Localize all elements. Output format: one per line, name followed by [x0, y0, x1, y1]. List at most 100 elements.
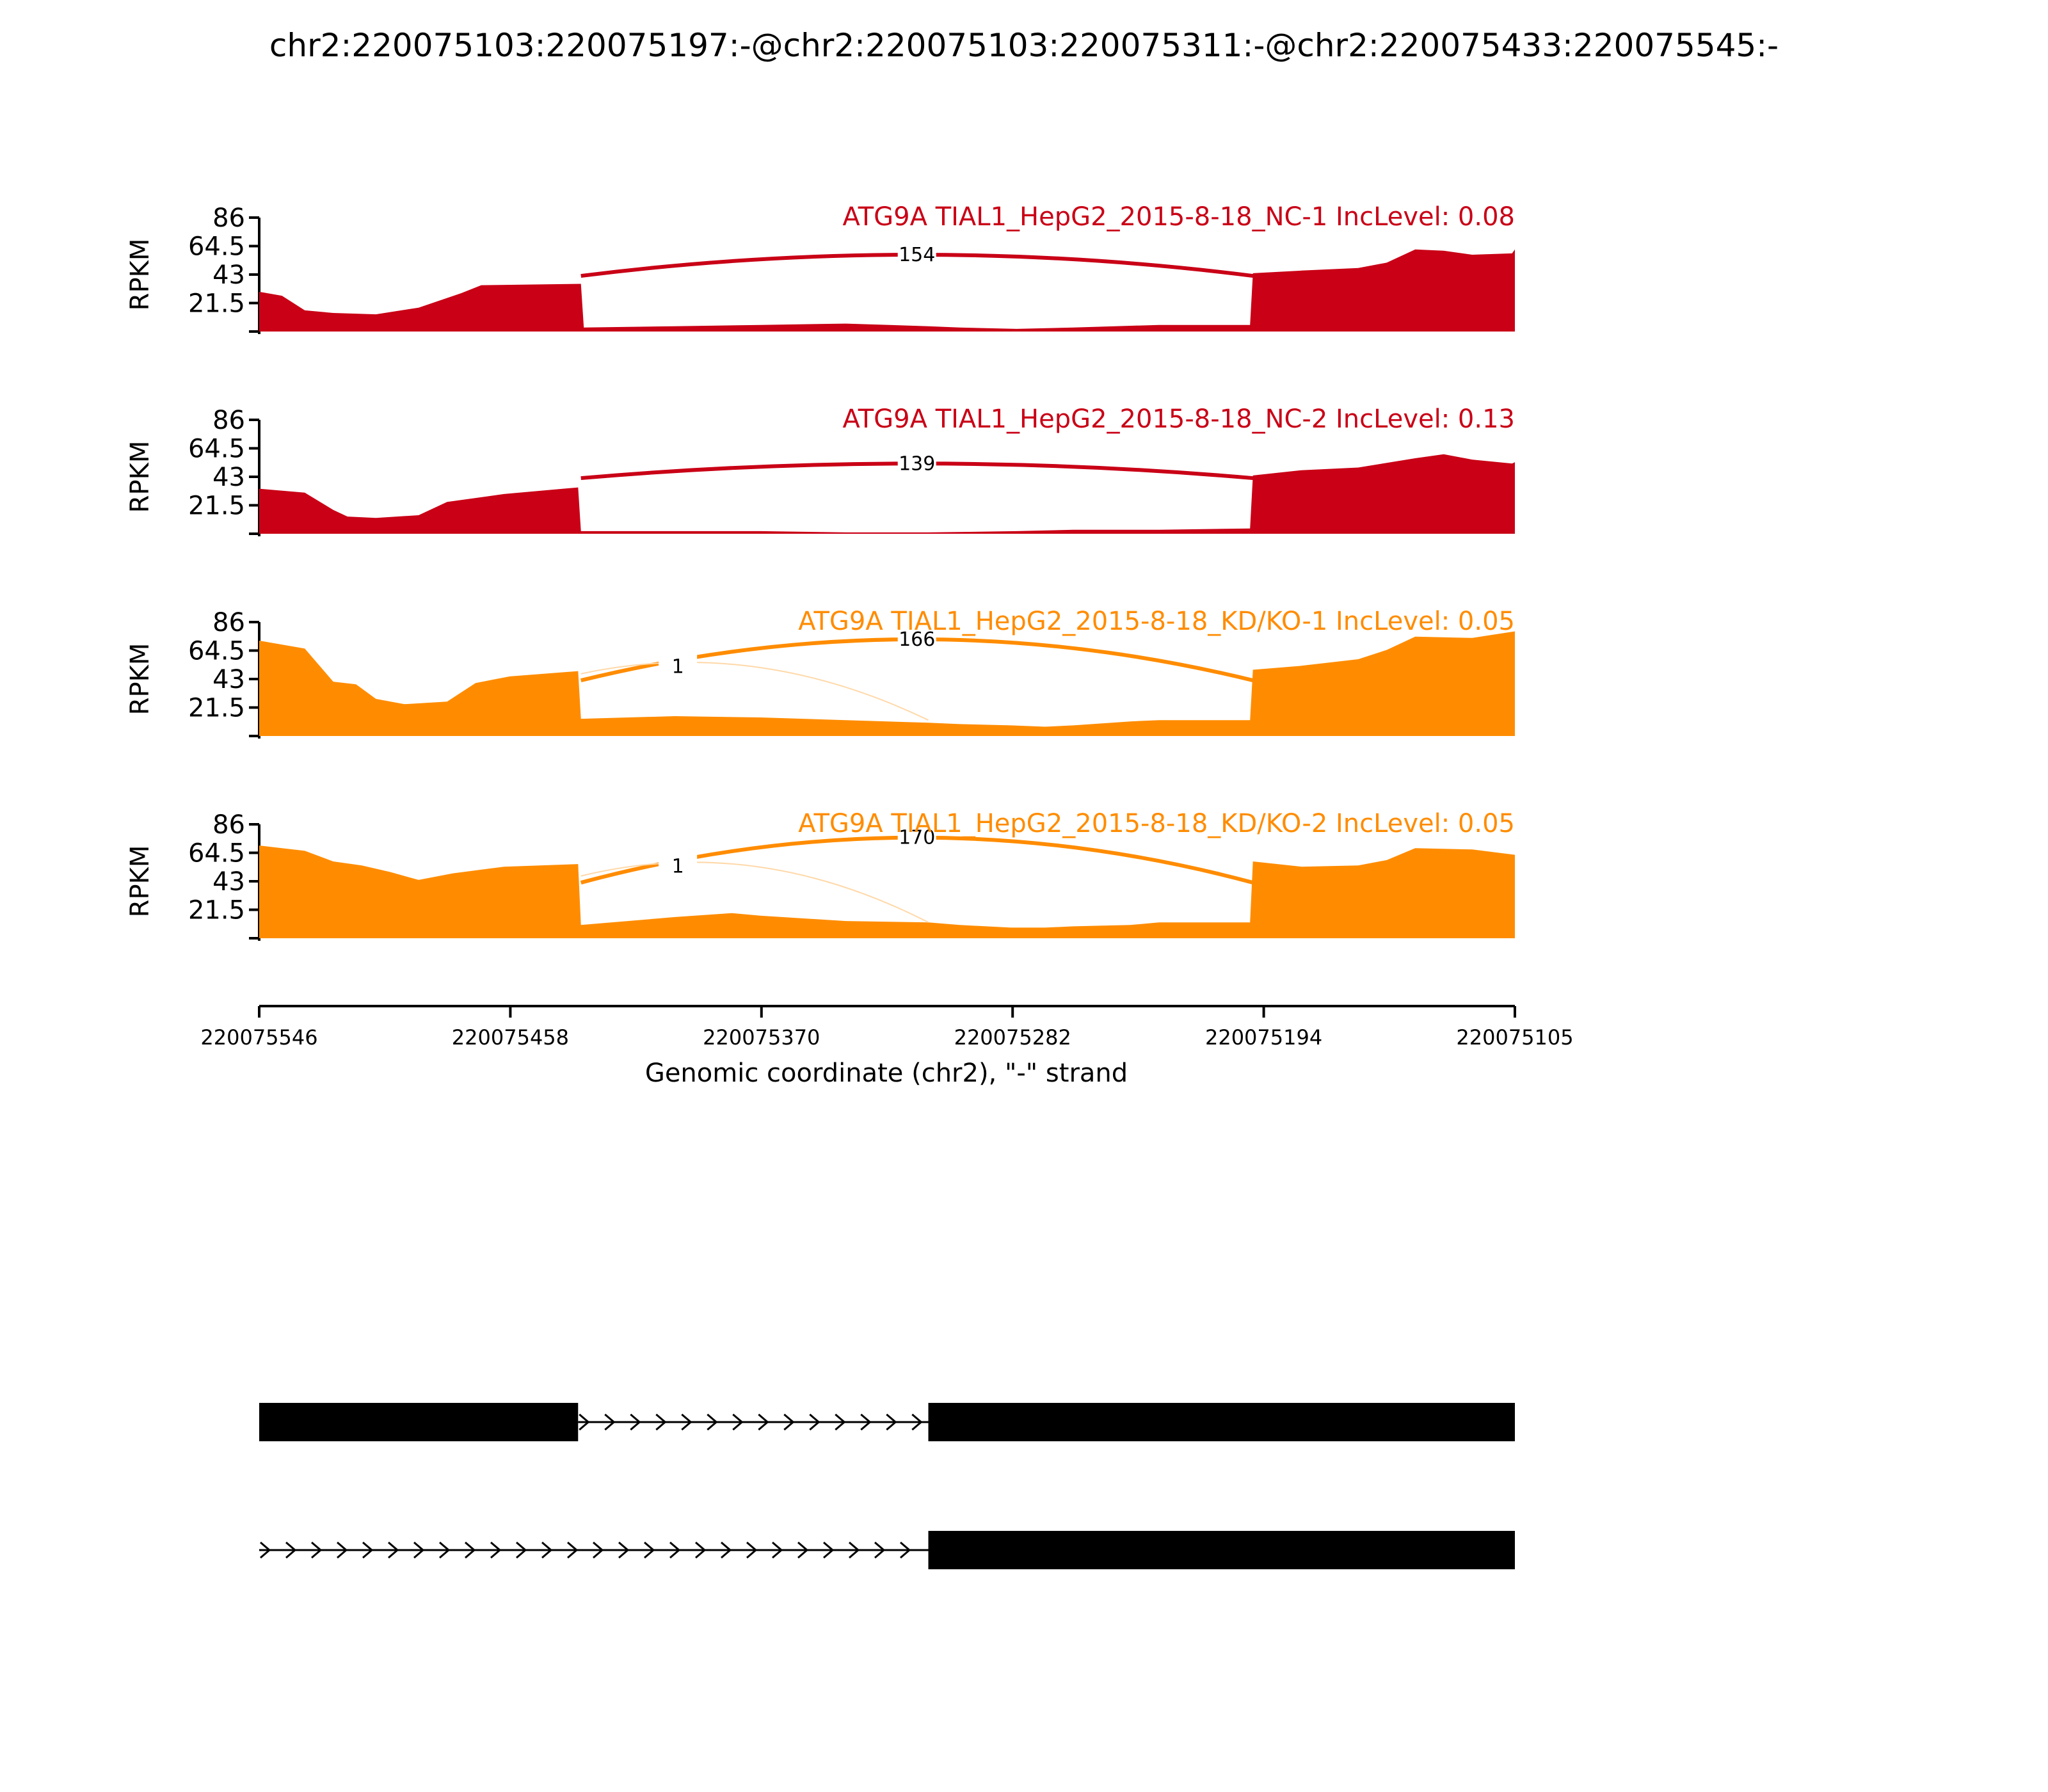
junction-count-label: 1: [672, 856, 684, 878]
x-tick-label: 220075370: [703, 1025, 820, 1050]
gene-model: [259, 1403, 1515, 1441]
strand-arrow-icon: [604, 1413, 616, 1431]
y-tick-label: 43: [212, 867, 245, 897]
strand-arrow-icon: [579, 1413, 590, 1431]
strand-arrow-icon: [630, 1413, 641, 1431]
y-axis-label: RPKM: [125, 441, 155, 513]
chart-title: chr2:220075103:220075197:-@chr2:22007510…: [269, 27, 1779, 64]
strand-arrow-icon: [721, 1541, 732, 1559]
junction-arc: [580, 861, 929, 924]
strand-arrow-icon: [439, 1541, 451, 1559]
coverage-area: [259, 845, 1515, 938]
strand-arrow-icon: [285, 1541, 297, 1559]
exon-block: [928, 1403, 1515, 1441]
coverage-area: [259, 631, 1515, 736]
y-tick-label: 21.5: [188, 896, 245, 925]
y-tick-label: 21.5: [188, 694, 245, 723]
y-axis-label: RPKM: [125, 239, 155, 311]
x-axis: 220075546 220075458 220075370 220075282 2200…: [200, 1005, 1574, 1050]
junction-label-bg: [659, 852, 698, 877]
junction-label-bg: [897, 625, 936, 650]
junction-count-label: 170: [899, 827, 935, 849]
track-label: ATG9A TIAL1_HepG2_2015-8-18_KD/KO-2 IncL…: [798, 809, 1515, 838]
y-tick-label: 86: [212, 406, 245, 435]
y-tick-label: 64.5: [188, 232, 245, 262]
strand-arrow-icon: [874, 1541, 886, 1559]
junction-count-label: 154: [899, 244, 935, 266]
junction-arc: [580, 661, 929, 721]
junction-count-label: 1: [672, 656, 684, 678]
strand-arrow-icon: [413, 1541, 425, 1559]
strand-arrow-icon: [860, 1413, 872, 1431]
y-tick-label: 86: [212, 810, 245, 840]
strand-arrow-icon: [516, 1541, 527, 1559]
junction-label-bg: [897, 823, 936, 848]
strand-arrow-icon: [618, 1541, 630, 1559]
junction-label-bg: [659, 652, 698, 677]
coverage-area: [259, 249, 1515, 332]
strand-arrow-icon: [337, 1541, 348, 1559]
strand-arrow-icon: [567, 1541, 579, 1559]
x-tick-label: 220075458: [452, 1025, 569, 1050]
exon-block: [259, 1403, 579, 1441]
y-axis-label: RPKM: [125, 643, 155, 716]
track-label: ATG9A TIAL1_HepG2_2015-8-18_NC-1 IncLeve…: [842, 202, 1515, 232]
strand-arrow-icon: [490, 1541, 502, 1559]
strand-arrow-icon: [746, 1541, 758, 1559]
y-tick-label: 64.5: [188, 435, 245, 464]
junction-count-label: 139: [899, 452, 935, 475]
strand-arrow-icon: [260, 1541, 271, 1559]
y-tick-label: 43: [212, 260, 245, 290]
strand-arrow-icon: [835, 1413, 846, 1431]
strand-arrow-icon: [900, 1541, 911, 1559]
strand-arrow-icon: [772, 1541, 783, 1559]
strand-arrow-icon: [541, 1541, 553, 1559]
coverage-area: [259, 454, 1515, 534]
y-axis-label: RPKM: [125, 845, 155, 918]
strand-arrow-icon: [911, 1413, 923, 1431]
strand-arrow-icon: [797, 1541, 809, 1559]
junction-count-label: 166: [899, 628, 935, 651]
strand-arrow-icon: [465, 1541, 476, 1559]
y-tick-label: 21.5: [188, 492, 245, 521]
strand-arrow-icon: [593, 1541, 604, 1559]
x-tick-label: 220075282: [954, 1025, 1071, 1050]
strand-arrow-icon: [695, 1541, 707, 1559]
strand-arrow-icon: [362, 1541, 374, 1559]
strand-arrow-icon: [644, 1541, 655, 1559]
strand-arrow-icon: [707, 1413, 718, 1431]
track-label: ATG9A TIAL1_HepG2_2015-8-18_KD/KO-1 IncL…: [798, 607, 1515, 636]
strand-arrow-icon: [823, 1541, 835, 1559]
x-tick-label: 220075194: [1205, 1025, 1322, 1050]
y-tick-label: 86: [212, 204, 245, 233]
strand-arrow-icon: [809, 1413, 820, 1431]
junction-label-bg: [897, 240, 936, 265]
strand-arrow-icon: [655, 1413, 667, 1431]
y-tick-label: 43: [212, 665, 245, 694]
y-tick-label: 21.5: [188, 289, 245, 319]
strand-arrow-icon: [849, 1541, 860, 1559]
strand-arrow-icon: [669, 1541, 681, 1559]
y-tick-label: 64.5: [188, 637, 245, 666]
y-tick-label: 64.5: [188, 839, 245, 868]
gene-model: [259, 1531, 1515, 1569]
x-axis-label: Genomic coordinate (chr2), "-" strand: [645, 1059, 1128, 1088]
x-tick-label: 220075105: [1456, 1025, 1573, 1050]
strand-arrow-icon: [783, 1413, 795, 1431]
strand-arrow-icon: [388, 1541, 399, 1559]
strand-arrow-icon: [886, 1413, 897, 1431]
strand-arrow-icon: [758, 1413, 769, 1431]
strand-arrow-icon: [681, 1413, 692, 1431]
x-tick-label: 220075546: [200, 1025, 317, 1050]
junction-label-bg: [897, 449, 936, 474]
strand-arrow-icon: [732, 1413, 744, 1431]
exon-block: [928, 1531, 1515, 1569]
y-tick-label: 43: [212, 463, 245, 492]
gene-models: [259, 1403, 1515, 1569]
track-label: ATG9A TIAL1_HepG2_2015-8-18_NC-2 IncLeve…: [842, 404, 1515, 434]
